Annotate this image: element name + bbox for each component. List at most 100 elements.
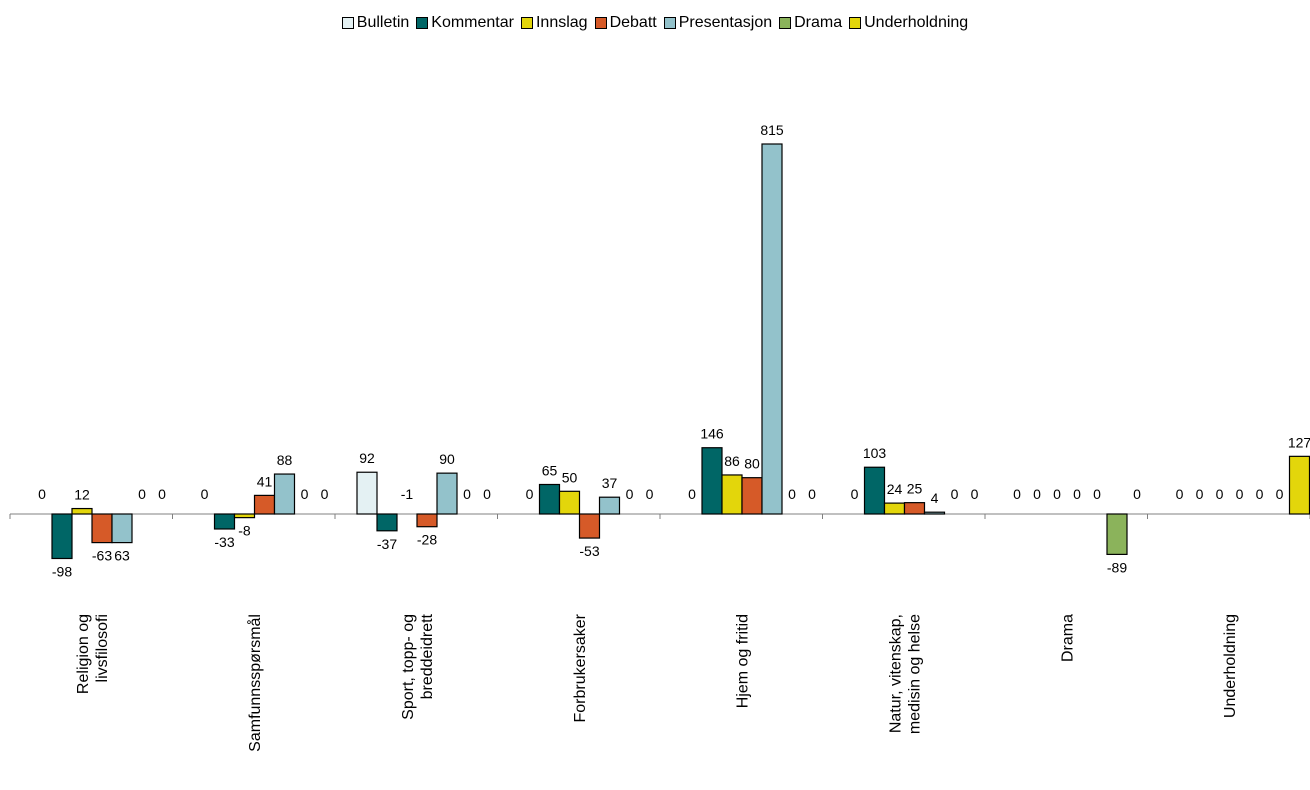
data-label: 0 (1133, 486, 1141, 502)
data-label: 0 (1276, 486, 1284, 502)
data-label: 0 (626, 486, 634, 502)
data-label: 80 (744, 456, 760, 472)
data-label: 90 (439, 451, 455, 467)
category-label: Forbrukersaker (572, 613, 589, 722)
legend-item: Presentasjon (663, 14, 773, 32)
legend-label: Debatt (609, 14, 657, 31)
category-label: Sport, topp- og breddeidrett (400, 613, 436, 719)
category-label: Samfunnsspørsmål (246, 614, 264, 752)
data-label: 25 (907, 481, 923, 497)
legend-swatch (663, 17, 676, 29)
category-label: Drama (1059, 614, 1076, 662)
legend-swatch (594, 17, 607, 29)
data-label: 37 (602, 475, 618, 491)
bar (598, 496, 621, 515)
category-label-line: Samfunnsspørsmål (246, 614, 264, 752)
legend-item: Underholdning (849, 14, 968, 32)
data-label: 103 (863, 445, 887, 461)
data-label: 24 (887, 481, 903, 497)
data-label: 0 (1093, 486, 1101, 502)
category-label-line: Forbrukersaker (572, 613, 589, 722)
category-label-line: medisin og helse (906, 614, 923, 734)
bar (273, 473, 296, 515)
data-label: 0 (1053, 486, 1061, 502)
bar (1106, 513, 1128, 556)
legend-swatch (779, 17, 792, 29)
data-label: 88 (277, 452, 293, 468)
legend-swatch (849, 17, 862, 29)
data-label: -33 (214, 534, 234, 550)
legend-item: Bulletin (341, 14, 410, 32)
data-label: 0 (788, 486, 796, 502)
bar (376, 513, 398, 532)
legend-label: Presentasjon (678, 14, 773, 31)
bar (558, 490, 581, 515)
bar (863, 466, 886, 515)
bar (356, 471, 378, 515)
bar (741, 477, 763, 515)
data-label: 0 (1196, 486, 1204, 502)
data-label: 0 (1013, 486, 1021, 502)
bar (923, 511, 946, 515)
data-label: 12 (74, 487, 90, 503)
data-label: -28 (417, 532, 437, 548)
category-label: Religion og livsfilosofi (75, 614, 111, 694)
data-label: -8 (238, 523, 251, 539)
bar (71, 507, 93, 515)
data-label: 0 (1176, 486, 1184, 502)
bar (721, 474, 743, 515)
bar (416, 513, 438, 528)
bar (1288, 455, 1310, 515)
data-label: 0 (483, 486, 491, 502)
data-label: 0 (1073, 486, 1081, 502)
data-label: 815 (760, 122, 784, 138)
bar (436, 472, 458, 515)
bar (51, 513, 73, 560)
legend-swatch (416, 17, 429, 29)
data-label: 0 (526, 486, 534, 502)
legend-swatch (341, 17, 354, 29)
bar (233, 513, 256, 519)
legend-label: Bulletin (356, 14, 410, 31)
bar (213, 513, 236, 530)
data-label: 50 (562, 469, 578, 485)
data-label: -37 (377, 536, 397, 552)
data-label: 65 (542, 462, 558, 478)
data-label: 0 (321, 486, 329, 502)
data-label: 92 (359, 450, 375, 466)
category-label: Natur, vitenskap, medisin og helse (887, 614, 923, 734)
category-label-line: Drama (1059, 614, 1076, 662)
legend-item: Innslag (520, 14, 588, 32)
data-label: -89 (1107, 559, 1127, 575)
legend-label: Drama (794, 14, 843, 31)
data-label: -1 (401, 486, 414, 502)
legend-label: Kommentar (431, 14, 514, 31)
data-label: 0 (851, 486, 859, 502)
data-label: 0 (1236, 486, 1244, 502)
category-label: Hjem og fritid (734, 614, 751, 708)
bar (578, 513, 601, 539)
data-label: 0 (1256, 486, 1264, 502)
data-label: 0 (1216, 486, 1224, 502)
data-label: 0 (951, 486, 959, 502)
category-label-line: Hjem og fritid (734, 614, 751, 708)
category-label-line: breddeidrett (419, 613, 436, 699)
data-label: 0 (158, 486, 166, 502)
data-label: 0 (301, 486, 309, 502)
data-label: 0 (688, 486, 696, 502)
bar (253, 494, 276, 515)
bar (883, 502, 906, 515)
legend-item: Kommentar (416, 14, 514, 32)
data-label: -63 (92, 548, 112, 564)
bar (701, 447, 723, 515)
category-label: Underholdning (1222, 614, 1239, 718)
bar (761, 143, 783, 515)
data-label: 63 (114, 548, 130, 564)
data-label: 86 (724, 453, 740, 469)
data-label: 0 (138, 486, 146, 502)
data-label: -53 (579, 543, 599, 559)
data-label: -98 (52, 563, 72, 579)
bar (903, 502, 926, 515)
legend-item: Drama (779, 14, 842, 32)
